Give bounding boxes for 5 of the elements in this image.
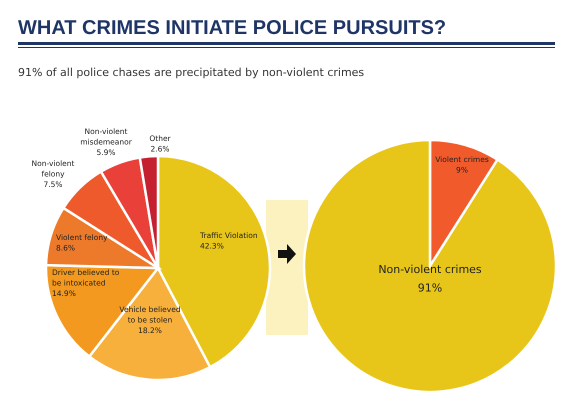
chart-subtitle: 91% of all police chases are precipitated by non-violent crimes [18,66,364,79]
pie-slice [302,138,558,393]
data-label: 91% [418,281,442,294]
slice-label: Non-violent crimes [378,263,482,276]
chart-title: WHAT CRIMES INITIATE POLICE PURSUITS? [18,17,446,39]
